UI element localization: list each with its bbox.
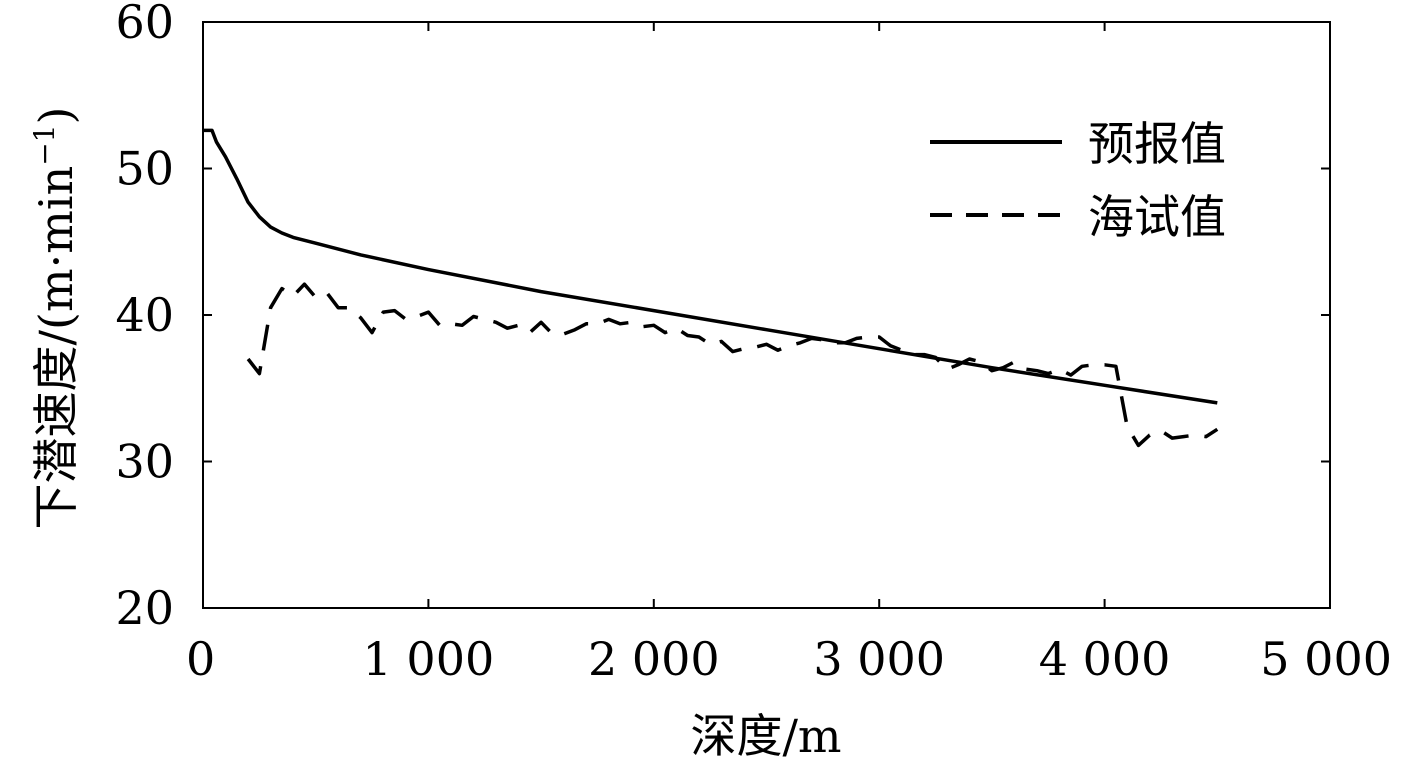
y-axis-title-close: )	[29, 107, 83, 125]
y-axis-title-main: 下潜速度/(m·min	[29, 166, 83, 530]
x-tick-label: 0	[186, 632, 215, 686]
y-tick-label: 30	[115, 435, 174, 489]
x-tick-label: 1 000	[363, 632, 495, 686]
y-tick-label: 50	[115, 142, 174, 196]
legend-label-forecast: 预报值	[1088, 117, 1226, 171]
x-tick-label: 3 000	[813, 632, 945, 686]
y-axis-title: 下潜速度/(m·min−1)	[28, 107, 83, 530]
axis-ticks	[202, 21, 1331, 609]
y-axis-title-unit-exponent: −1	[28, 125, 61, 166]
x-axis-title: 深度/m	[690, 709, 841, 759]
y-tick-label: 40	[115, 288, 174, 342]
legend: 预报值 海试值	[930, 117, 1226, 244]
series-line-sea-trial	[246, 282, 1219, 448]
x-tick-label: 2 000	[588, 632, 720, 686]
y-tick-label: 60	[115, 0, 174, 49]
x-tick-label: 5 000	[1260, 632, 1392, 686]
legend-label-sea-trial: 海试值	[1088, 190, 1226, 244]
series-layer	[203, 128, 1219, 448]
axis-tick-labels: 0 1 000 2 000 3 000 4 000 5 000 20 30 40 50 60	[115, 0, 1392, 686]
plot-frame	[202, 21, 1331, 609]
x-tick-label: 4 000	[1039, 632, 1171, 686]
series-line-forecast	[203, 128, 1218, 405]
y-tick-label: 20	[115, 581, 174, 635]
